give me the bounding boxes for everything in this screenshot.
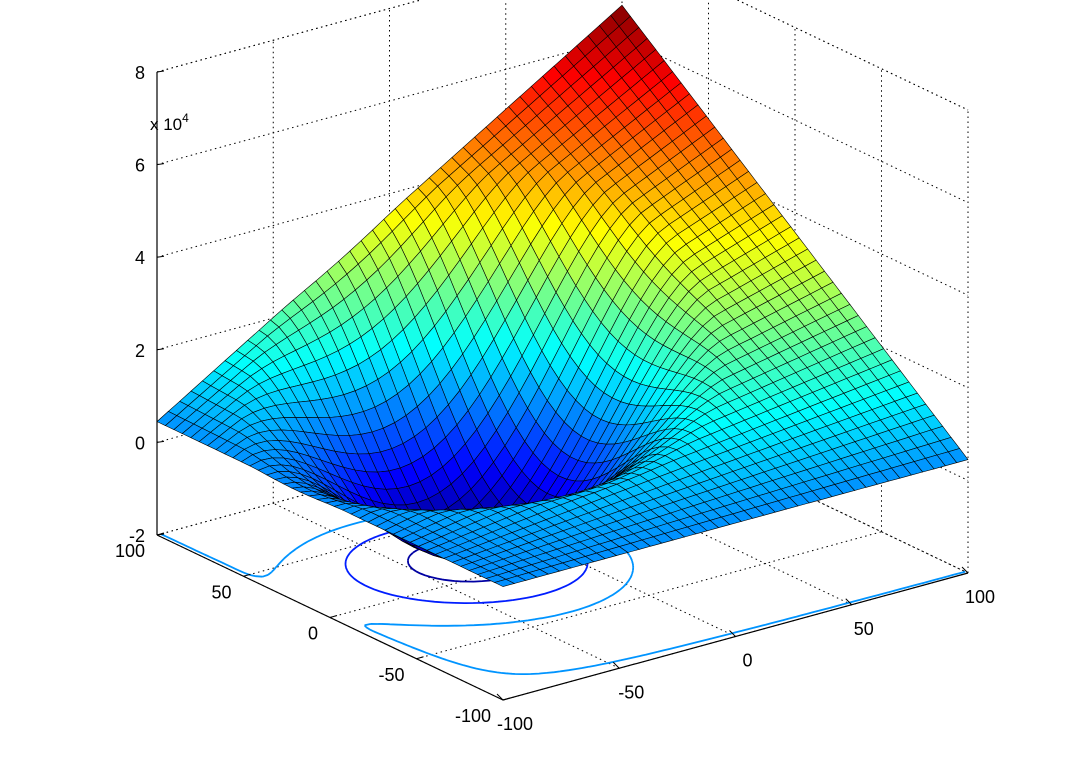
z-tick-label: 8 [135, 63, 145, 83]
y-tick [329, 615, 338, 618]
wall-grid-z [156, 37, 969, 204]
axes-ticks: -2 0 2 4 6 8 -100 -50 0 50 100 -100 -50 0 50 100 [115, 63, 995, 734]
x-tick-label: 0 [742, 651, 752, 671]
floor-grid-y [416, 531, 882, 660]
y-tick [156, 532, 165, 536]
surface-patch [493, 578, 516, 587]
x-tick-label: 100 [965, 587, 995, 607]
z-tick [156, 163, 165, 166]
z-tick-label: 6 [135, 156, 145, 176]
z-tick-label: 2 [135, 341, 145, 361]
y-tick-label: -100 [455, 706, 491, 726]
x-tick [961, 566, 969, 574]
x-tick-label: -50 [618, 682, 644, 702]
z-tick [156, 255, 165, 258]
z-tick-label: 4 [135, 248, 145, 268]
y-tick-label: 0 [308, 624, 318, 644]
y-tick-label: -50 [378, 665, 404, 685]
x-tick-label: 50 [854, 619, 874, 639]
x-tick-label: -100 [497, 714, 533, 734]
y-tick [416, 656, 424, 660]
z-tick [156, 440, 165, 443]
z-tick-label: -2 [129, 526, 145, 546]
y-tick [502, 697, 511, 701]
z-exponent-label: x 104 [150, 111, 189, 134]
y-tick-label: 50 [211, 582, 231, 602]
z-tick [156, 348, 165, 351]
x-tick [496, 693, 504, 701]
wall-grid-z [156, 129, 969, 296]
wall-grid-z [156, 0, 969, 111]
z-tick-label: 0 [135, 433, 145, 453]
y-tick [243, 573, 251, 577]
y-tick-label: 100 [115, 541, 145, 561]
x-tick [729, 630, 736, 637]
x-tick [612, 661, 620, 669]
x-tick [845, 598, 853, 606]
surface [156, 4, 969, 587]
z-tick [156, 70, 165, 73]
